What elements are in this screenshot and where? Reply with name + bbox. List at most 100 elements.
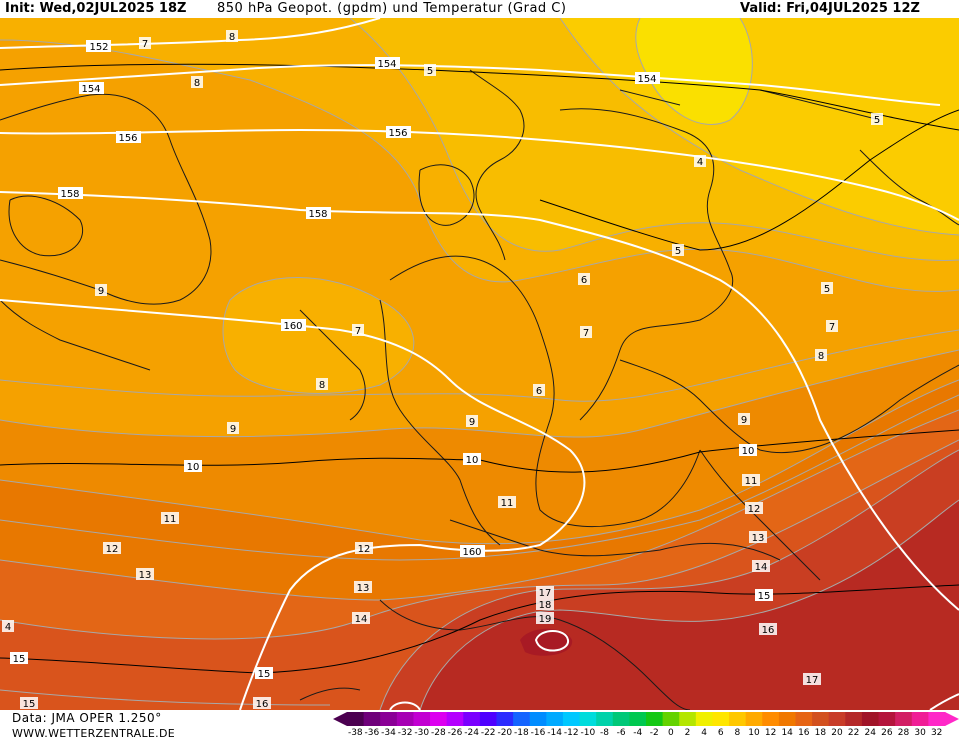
legend-swatch (778, 712, 796, 726)
legend-swatch (446, 712, 464, 726)
legend-swatch (895, 712, 913, 726)
temp-label: 13 (749, 531, 767, 544)
temp-label: 7 (352, 324, 364, 337)
temp-band-18 (420, 500, 959, 710)
svg-text:8: 8 (229, 32, 235, 43)
temp-label: 7 (826, 320, 838, 333)
svg-text:10: 10 (187, 462, 200, 473)
geopotential-labels: 152 154 154 154 156 156 158 158 160 160 (58, 40, 660, 558)
legend-label: 12 (764, 728, 777, 738)
legend-label: -24 (464, 728, 479, 738)
legend-swatch (679, 712, 697, 726)
temp-label: 12 (103, 542, 121, 555)
valid-time: Valid: Fri,04JUL2025 12Z (740, 1, 920, 16)
legend-label: -14 (547, 728, 562, 738)
temperature-legend (333, 712, 959, 726)
temp-label: 5 (821, 282, 833, 295)
temp-label: 13 (354, 581, 372, 594)
temp-label: 12 (355, 542, 373, 555)
svg-text:7: 7 (355, 326, 361, 337)
legend-labels: -38 -36 -34 -32 -30 -28 -26 -24 -22 -20 -18 -16 -14-… (333, 728, 959, 740)
geo-label: 158 (306, 207, 331, 220)
legend-swatch (529, 712, 547, 726)
temp-label: 12 (745, 502, 763, 515)
svg-text:13: 13 (139, 570, 152, 581)
temp-label: 11 (161, 512, 179, 525)
legend-label: -12 (563, 728, 579, 738)
legend-swatch (629, 712, 647, 726)
svg-text:160: 160 (283, 321, 302, 332)
temp-label: 6 (533, 384, 545, 397)
legend-swatch (496, 712, 514, 726)
svg-text:15: 15 (758, 591, 771, 602)
svg-text:4: 4 (5, 622, 11, 633)
legend-label: -36 (364, 728, 380, 738)
legend-label: 24 (864, 728, 876, 738)
temp-label: 4 (694, 155, 706, 168)
temp-label: 18 (536, 598, 554, 611)
temp-label: 5 (424, 64, 436, 77)
legend-swatch (646, 712, 664, 726)
legend-label: -4 (633, 728, 643, 738)
temp-label: 17 (803, 673, 821, 686)
svg-text:8: 8 (818, 351, 824, 362)
svg-text:7: 7 (142, 39, 148, 50)
temp-label: 5 (871, 113, 883, 126)
temp-label: 10 (739, 444, 757, 457)
svg-text:13: 13 (752, 533, 765, 544)
temp-label: 15 (755, 589, 773, 602)
svg-text:6: 6 (581, 275, 587, 286)
svg-text:17: 17 (539, 588, 552, 599)
legend-label: 2 (684, 728, 691, 738)
svg-text:19: 19 (539, 614, 552, 625)
temp-label: 14 (352, 612, 370, 625)
temp-label: 17 (536, 586, 554, 599)
legend-label: -34 (381, 728, 396, 738)
legend-arrow-right (945, 712, 959, 726)
geo-label: 152 (86, 40, 111, 53)
svg-text:10: 10 (466, 455, 479, 466)
svg-text:5: 5 (874, 115, 880, 126)
legend-swatch (363, 712, 381, 726)
svg-text:5: 5 (427, 66, 433, 77)
temp-label: 7 (139, 37, 151, 50)
svg-text:7: 7 (829, 322, 835, 333)
svg-text:16: 16 (256, 699, 269, 710)
legend-swatch (430, 712, 448, 726)
legend-swatch (695, 712, 713, 726)
temp-label: 15 (20, 697, 38, 710)
legend-label: -22 (480, 728, 496, 738)
temp-label: 9 (227, 422, 239, 435)
temp-band-7-west (223, 277, 414, 394)
temp-label: 8 (815, 349, 827, 362)
legend-label: 18 (814, 728, 827, 738)
legend-label: 16 (798, 728, 810, 738)
temp-label: 6 (578, 273, 590, 286)
temp-label: 9 (466, 415, 478, 428)
legend-swatch (729, 712, 747, 726)
svg-text:13: 13 (357, 583, 370, 594)
legend-label: -6 (616, 728, 626, 738)
svg-text:152: 152 (89, 42, 108, 53)
temp-label: 19 (536, 612, 554, 625)
svg-text:17: 17 (806, 675, 819, 686)
legend-swatch (762, 712, 780, 726)
temp-label: 9 (95, 284, 107, 297)
website-credit: WWW.WETTERZENTRALE.DE (12, 727, 175, 740)
legend-swatch (479, 712, 497, 726)
legend-swatch (596, 712, 614, 726)
geo-label: 160 (281, 319, 306, 332)
legend-label: 26 (881, 728, 893, 738)
temp-label: 16 (253, 697, 271, 710)
legend-label: -28 (431, 728, 446, 738)
geo-label: 154 (635, 72, 660, 85)
svg-text:9: 9 (469, 417, 475, 428)
legend-label: -2 (649, 728, 659, 738)
temp-label: 14 (752, 560, 770, 573)
legend-label: 30 (914, 728, 926, 738)
svg-text:7: 7 (583, 328, 589, 339)
temp-band-4 (635, 18, 753, 125)
legend-swatch (662, 712, 680, 726)
temperature-labels: 7 8 8 5 5 4 5 5 6 6 7 7 7 8 8 9 9 9 9 10 (2, 30, 883, 710)
svg-text:5: 5 (675, 246, 681, 257)
